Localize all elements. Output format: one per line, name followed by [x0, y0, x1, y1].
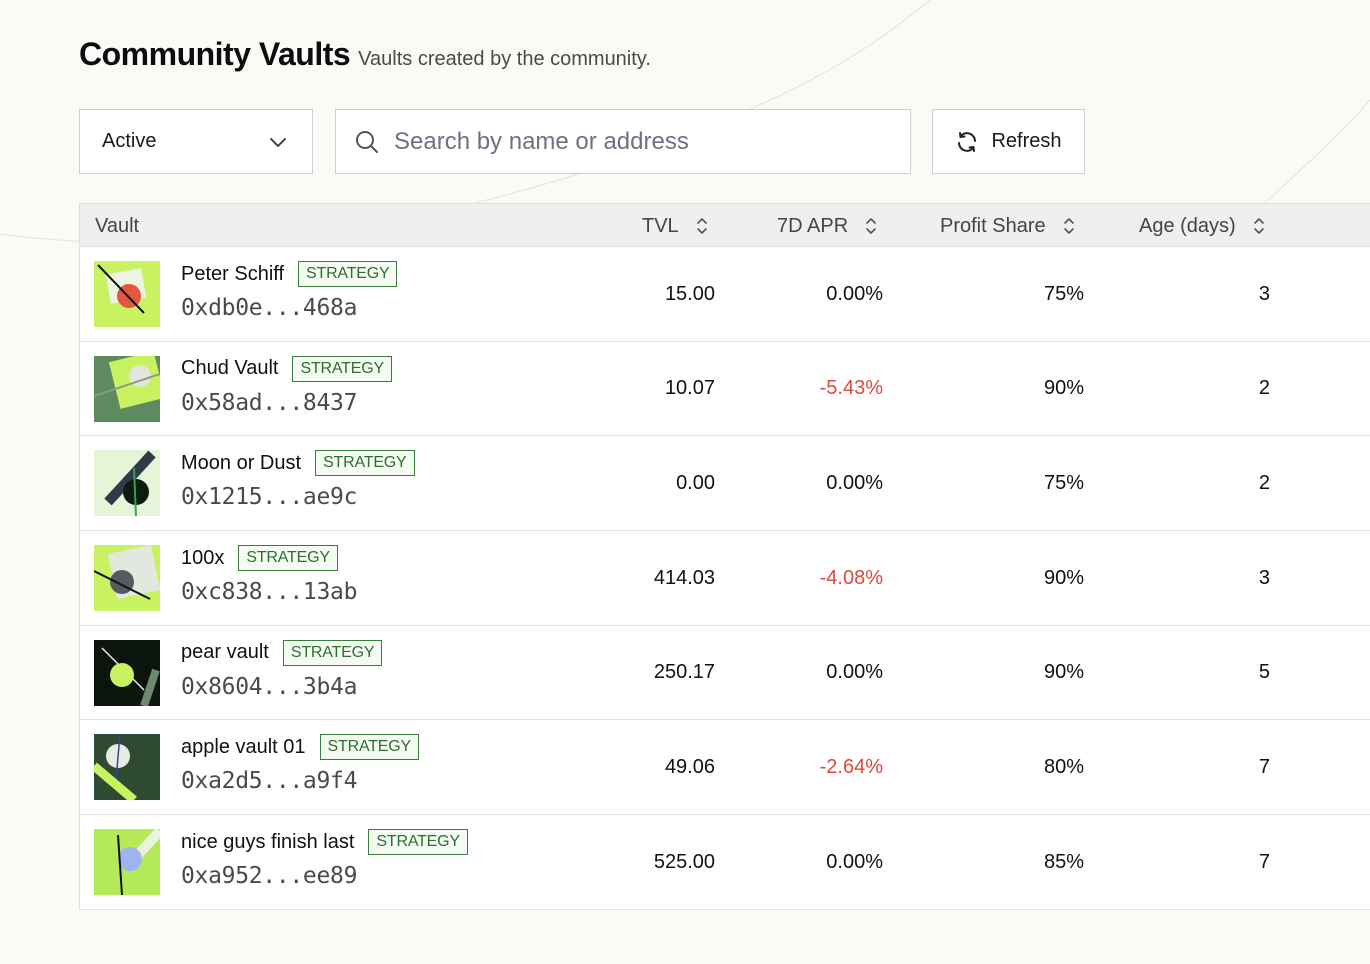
profit-share-value: 80% [1043, 755, 1084, 778]
strategy-badge: STRATEGY [315, 450, 415, 477]
search-box[interactable] [335, 109, 911, 174]
vault-name-line: Chud Vault STRATEGY [181, 355, 392, 382]
tvl-value: 250.17 [653, 661, 715, 684]
age-value: 7 [1258, 755, 1270, 778]
age-value: 5 [1258, 661, 1270, 684]
vault-name[interactable]: apple vault 01 [181, 735, 306, 758]
column-label-vault: Vault [95, 214, 140, 237]
vault-name[interactable]: nice guys finish last [181, 830, 355, 853]
page-subtitle: Vaults created by the community. [358, 48, 651, 70]
age-value: 2 [1258, 377, 1270, 400]
refresh-button[interactable]: Refresh [932, 109, 1085, 174]
apr-value: 0.00% [826, 850, 883, 873]
profit-share-value: 90% [1043, 377, 1084, 400]
age-value: 3 [1258, 282, 1270, 305]
vault-name-line: apple vault 01 STRATEGY [181, 734, 419, 761]
vault-address: 0x58ad...8437 [181, 389, 358, 416]
apr-value: -5.43% [819, 377, 883, 400]
apr-value: -4.08% [819, 566, 883, 589]
apr-value: 0.00% [826, 661, 883, 684]
table-row[interactable]: nice guys finish last STRATEGY 0xa952...… [80, 815, 1370, 910]
age-value: 2 [1258, 471, 1270, 494]
search-input[interactable] [394, 127, 894, 156]
vault-avatar [94, 829, 160, 896]
profit-share-value: 85% [1043, 850, 1084, 873]
apr-value: -2.64% [819, 755, 883, 778]
column-header-vault: Vault [95, 204, 139, 248]
strategy-badge: STRATEGY [238, 545, 338, 572]
controls-bar: Active Refresh [79, 109, 1089, 174]
vault-name[interactable]: Peter Schiff [181, 262, 285, 285]
refresh-label: Refresh [991, 130, 1062, 152]
sort-icon [696, 218, 707, 234]
vault-avatar [94, 355, 160, 422]
vault-name[interactable]: pear vault [181, 641, 269, 664]
tvl-value: 414.03 [653, 566, 715, 589]
age-value: 3 [1258, 566, 1270, 589]
sort-icon [1063, 218, 1074, 234]
vault-name-line: nice guys finish last STRATEGY [181, 829, 468, 856]
vault-avatar [94, 639, 160, 706]
table-row[interactable]: Chud Vault STRATEGY 0x58ad...8437 10.07 … [80, 341, 1370, 437]
profit-share-value: 90% [1043, 661, 1084, 684]
vault-address: 0x1215...ae9c [181, 484, 358, 511]
tvl-value: 10.07 [664, 377, 715, 400]
profit-share-value: 90% [1043, 566, 1084, 589]
tvl-value: 15.00 [664, 282, 715, 305]
sort-icon [866, 218, 876, 234]
tvl-value: 49.06 [664, 755, 715, 778]
vault-address: 0x8604...3b4a [181, 673, 358, 700]
vault-name-line: Moon or Dust STRATEGY [181, 450, 415, 477]
strategy-badge: STRATEGY [282, 639, 383, 666]
tvl-value: 0.00 [676, 471, 715, 494]
vault-address: 0xa952...ee89 [181, 863, 358, 890]
column-label-profit-share: Profit Share [940, 214, 1046, 237]
age-value: 7 [1258, 850, 1270, 873]
chevron-down-icon [270, 138, 286, 147]
status-filter-select[interactable]: Active [79, 109, 313, 174]
vaults-table: Vault TVL 7D APR Profit Share Age (days) [79, 203, 1370, 910]
apr-value: 0.00% [826, 282, 883, 305]
sort-icon [1253, 218, 1264, 234]
column-header-profit-share[interactable]: Profit Share [940, 204, 1076, 248]
table-row[interactable]: apple vault 01 STRATEGY 0xa2d5...a9f4 49… [80, 720, 1370, 816]
vault-name-line: pear vault STRATEGY [181, 639, 383, 666]
tvl-value: 525.00 [653, 850, 715, 873]
column-label-apr: 7D APR [777, 214, 849, 237]
vault-avatar [94, 545, 160, 612]
profit-share-value: 75% [1043, 471, 1084, 494]
table-row[interactable]: 100x STRATEGY 0xc838...13ab 414.03 -4.08… [80, 531, 1370, 626]
table-row[interactable]: pear vault STRATEGY 0x8604...3b4a 250.17… [80, 625, 1370, 721]
strategy-badge: STRATEGY [319, 734, 419, 761]
vault-avatar [94, 261, 160, 327]
column-label-age: Age (days) [1139, 214, 1236, 237]
vault-name[interactable]: Moon or Dust [181, 451, 302, 474]
profit-share-value: 75% [1043, 282, 1084, 305]
vault-avatar [94, 450, 160, 517]
vault-address: 0xdb0e...468a [181, 295, 358, 321]
vault-address: 0xa2d5...a9f4 [181, 768, 358, 795]
refresh-icon [958, 131, 977, 152]
vault-avatar [94, 734, 160, 801]
table-row[interactable]: Moon or Dust STRATEGY 0x1215...ae9c 0.00… [80, 436, 1370, 532]
vault-address: 0xc838...13ab [181, 579, 358, 606]
column-header-apr[interactable]: 7D APR [777, 204, 878, 248]
strategy-badge: STRATEGY [298, 261, 398, 287]
column-header-tvl[interactable]: TVL [642, 204, 709, 248]
vault-name-line: Peter Schiff STRATEGY [181, 261, 398, 287]
column-label-tvl: TVL [642, 214, 679, 237]
column-header-age[interactable]: Age (days) [1139, 204, 1266, 248]
page-header: Community Vaults Vaults created by the c… [79, 36, 651, 73]
vault-name[interactable]: 100x [181, 546, 225, 569]
table-row[interactable]: Peter Schiff STRATEGY 0xdb0e...468a 15.0… [80, 247, 1370, 342]
vault-name[interactable]: Chud Vault [181, 357, 279, 380]
vault-name-line: 100x STRATEGY [181, 545, 338, 572]
strategy-badge: STRATEGY [368, 829, 468, 856]
apr-value: 0.00% [826, 471, 883, 494]
search-icon [356, 130, 378, 153]
strategy-badge: STRATEGY [292, 355, 392, 382]
table-header: Vault TVL 7D APR Profit Share Age (days) [80, 203, 1370, 247]
page-title: Community Vaults [79, 36, 351, 72]
status-filter-value: Active [102, 130, 157, 152]
